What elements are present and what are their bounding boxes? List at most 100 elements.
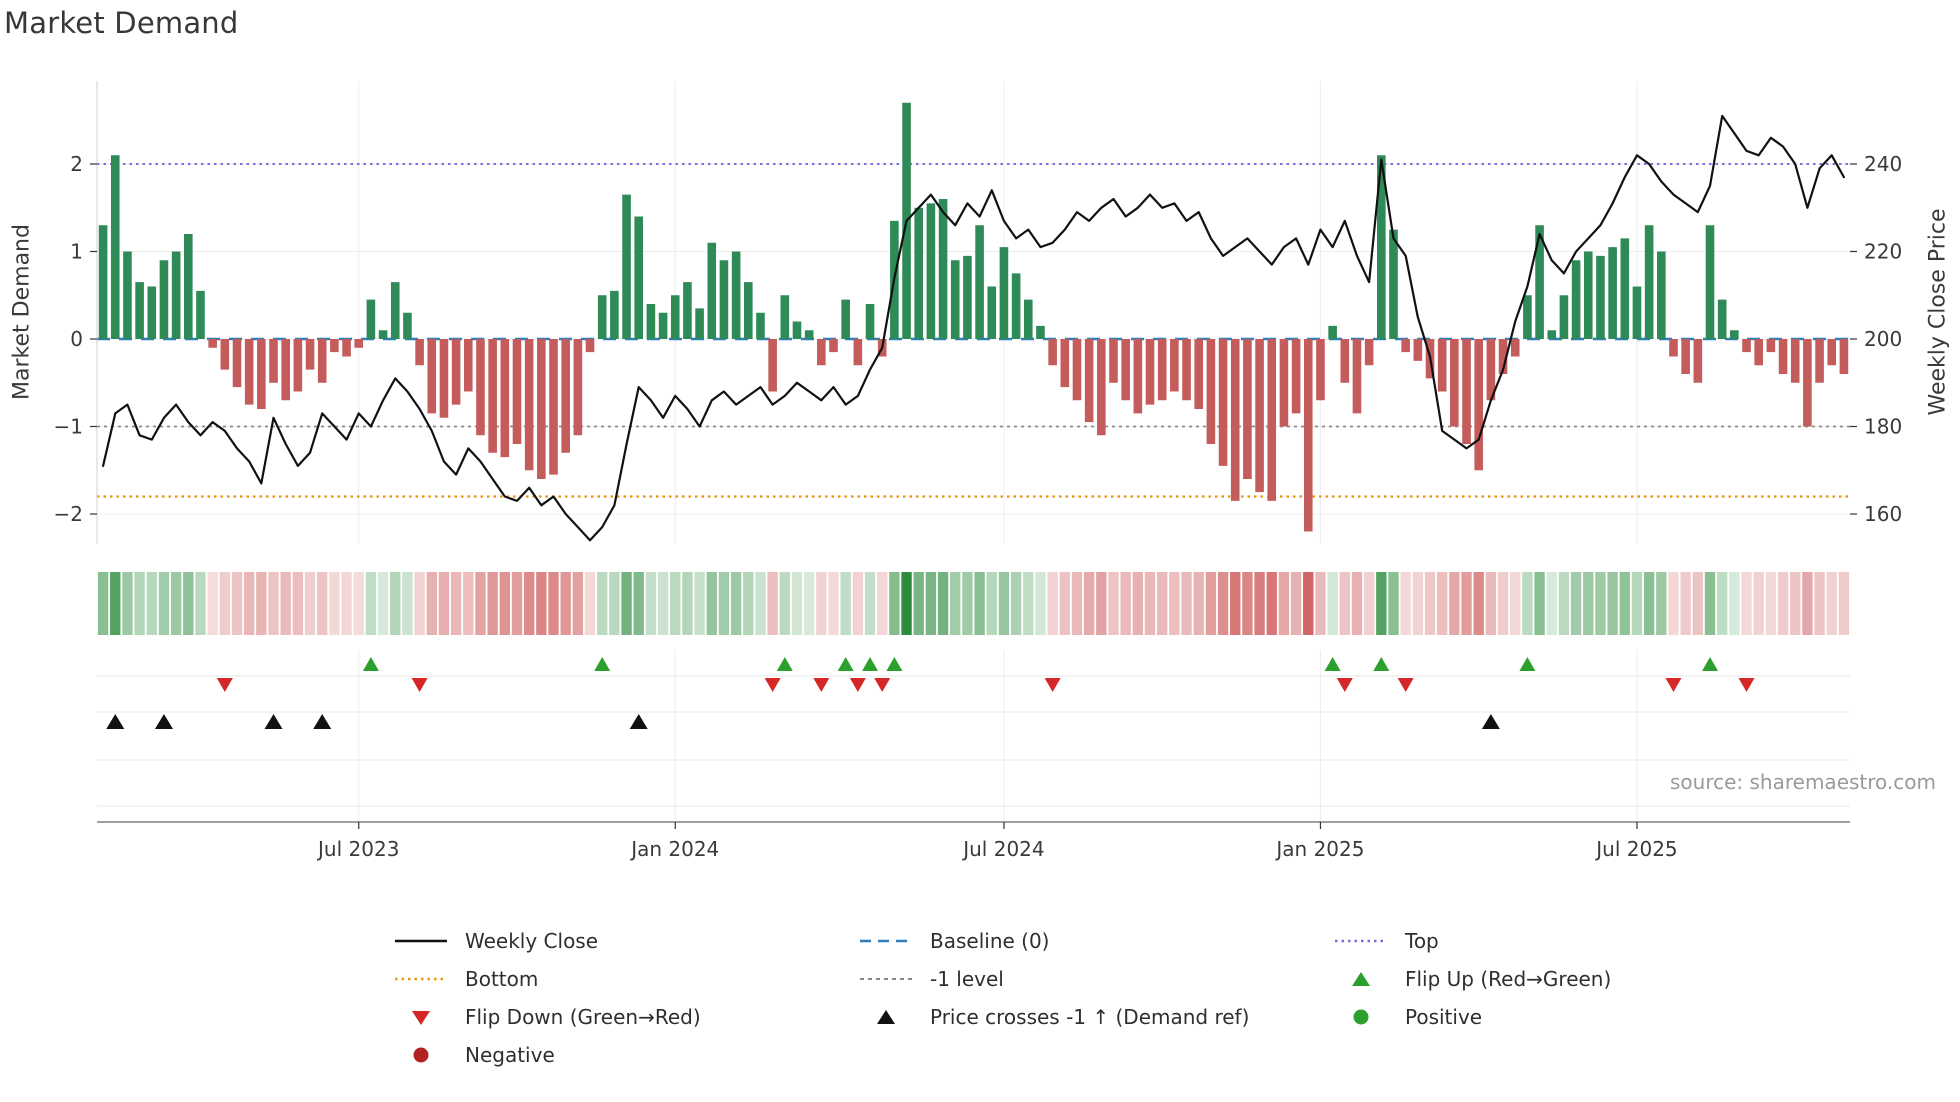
positive-demand-bar bbox=[1328, 325, 1337, 339]
positive-demand-bar bbox=[610, 290, 619, 339]
positive-demand-bar bbox=[1389, 229, 1398, 339]
negative-demand-bar bbox=[1352, 339, 1362, 414]
x-tick-label: Jul 2024 bbox=[961, 837, 1044, 861]
negative-demand-bar bbox=[1815, 339, 1824, 383]
negative-demand-bar bbox=[1778, 339, 1788, 374]
positive-demand-bar bbox=[403, 312, 412, 339]
heatmap-cell bbox=[1169, 572, 1180, 635]
negative-demand-bar bbox=[1218, 339, 1228, 466]
heatmap-cell bbox=[1729, 572, 1740, 635]
heatmap-cell bbox=[597, 572, 608, 635]
positive-demand-bar bbox=[780, 295, 790, 339]
heatmap-cell bbox=[1461, 572, 1472, 635]
legend-item: Price crosses -1 ↑ (Demand ref) bbox=[858, 998, 1249, 1036]
positive-demand-bar bbox=[719, 260, 729, 339]
positive-demand-bar bbox=[1535, 225, 1544, 339]
legend-label: -1 level bbox=[930, 967, 1004, 991]
right-tick-label: 240 bbox=[1864, 152, 1902, 176]
negative-demand-bar bbox=[1681, 339, 1690, 374]
positive-demand-bar bbox=[646, 304, 656, 339]
flip-down-marker bbox=[849, 678, 866, 692]
heatmap-cell bbox=[1522, 572, 1533, 635]
negative-demand-bar bbox=[1194, 339, 1204, 409]
negative-demand-bar bbox=[208, 339, 217, 348]
heatmap-cell bbox=[523, 572, 535, 635]
heatmap-cell bbox=[1838, 572, 1850, 635]
positive-demand-bar bbox=[707, 242, 717, 339]
legend-item: Top bbox=[1333, 922, 1611, 960]
negative-demand-bar bbox=[1413, 339, 1423, 361]
positive-demand-bar bbox=[1730, 330, 1739, 339]
heatmap-cell bbox=[1010, 572, 1022, 635]
negative-demand-bar bbox=[1401, 339, 1410, 353]
negative-demand-bar bbox=[1510, 339, 1520, 357]
flip-up-marker bbox=[862, 657, 879, 671]
heatmap-cell bbox=[341, 572, 352, 635]
negative-demand-bar bbox=[1437, 339, 1447, 392]
flip-down-marker bbox=[1665, 678, 1682, 692]
positive-demand-bar bbox=[926, 203, 936, 339]
heatmap-cell bbox=[1680, 572, 1691, 635]
legend-item: Positive bbox=[1333, 998, 1611, 1036]
negative-demand-bar bbox=[1084, 339, 1094, 423]
legend-item: Negative bbox=[393, 1036, 701, 1074]
negative-demand-bar bbox=[1364, 339, 1374, 366]
negative-demand-bar bbox=[1790, 339, 1800, 383]
chart-title: Market Demand bbox=[4, 6, 239, 40]
negative-demand-bar bbox=[439, 339, 449, 418]
negative-demand-bar bbox=[768, 339, 777, 392]
legend-label: Baseline (0) bbox=[930, 929, 1050, 953]
positive-demand-bar bbox=[865, 304, 875, 339]
heatmap-cell bbox=[219, 572, 231, 635]
negative-demand-bar bbox=[1243, 339, 1252, 479]
negative-demand-bar bbox=[1109, 339, 1118, 383]
price-cross-marker bbox=[1481, 714, 1500, 729]
heatmap-cell bbox=[1363, 572, 1375, 635]
triangle-up-green-symbol bbox=[1352, 972, 1370, 986]
flip-up-marker bbox=[362, 657, 379, 671]
positive-demand-bar bbox=[1036, 325, 1045, 339]
triangle-down-red-symbol bbox=[412, 1011, 430, 1025]
heatmap-cell bbox=[243, 572, 255, 635]
negative-demand-bar bbox=[573, 339, 583, 436]
heatmap-cell bbox=[1400, 572, 1411, 635]
negative-demand-bar bbox=[537, 339, 546, 479]
heatmap-cell bbox=[1473, 572, 1484, 635]
left-tick-label: −1 bbox=[54, 415, 83, 439]
heatmap-cell bbox=[1047, 572, 1058, 635]
negative-dot-icon bbox=[413, 1047, 429, 1063]
positive-demand-bar bbox=[1583, 251, 1593, 339]
heatmap-cell bbox=[767, 572, 778, 635]
flip-down-marker bbox=[1397, 678, 1414, 692]
heatmap-cell bbox=[353, 572, 364, 635]
heatmap-cell bbox=[840, 572, 851, 635]
negative-demand-bar bbox=[549, 339, 558, 475]
heatmap-cell bbox=[158, 572, 170, 635]
negative-demand-bar bbox=[269, 339, 278, 383]
heatmap-cell bbox=[1157, 572, 1168, 635]
legend-label: Flip Up (Red→Green) bbox=[1405, 967, 1612, 991]
heatmap-cell bbox=[1802, 572, 1813, 635]
left-tick-label: 0 bbox=[70, 327, 83, 351]
positive-demand-bar bbox=[1620, 238, 1630, 339]
heatmap-cell bbox=[292, 572, 304, 635]
heatmap-cell bbox=[694, 572, 705, 635]
heatmap-cell bbox=[1424, 572, 1436, 635]
legend-item: Weekly Close bbox=[393, 922, 701, 960]
heatmap-cell bbox=[816, 572, 827, 635]
positive-demand-bar bbox=[975, 225, 984, 339]
heatmap-cell bbox=[1388, 572, 1399, 635]
flip-up-marker bbox=[594, 657, 611, 671]
negative-demand-bar bbox=[1462, 339, 1471, 444]
heatmap-cell bbox=[1607, 572, 1618, 635]
price-cross-marker bbox=[313, 714, 332, 729]
positive-demand-bar bbox=[597, 295, 607, 339]
heatmap-cell bbox=[1327, 572, 1338, 635]
heatmap-cell bbox=[1534, 572, 1545, 635]
flip-down-marker bbox=[874, 678, 891, 692]
flip-up-marker bbox=[1324, 657, 1341, 671]
heatmap-cell bbox=[986, 572, 997, 635]
legend-item: Bottom bbox=[393, 960, 701, 998]
heatmap-cell bbox=[1205, 572, 1217, 635]
heatmap-cell bbox=[548, 572, 559, 635]
